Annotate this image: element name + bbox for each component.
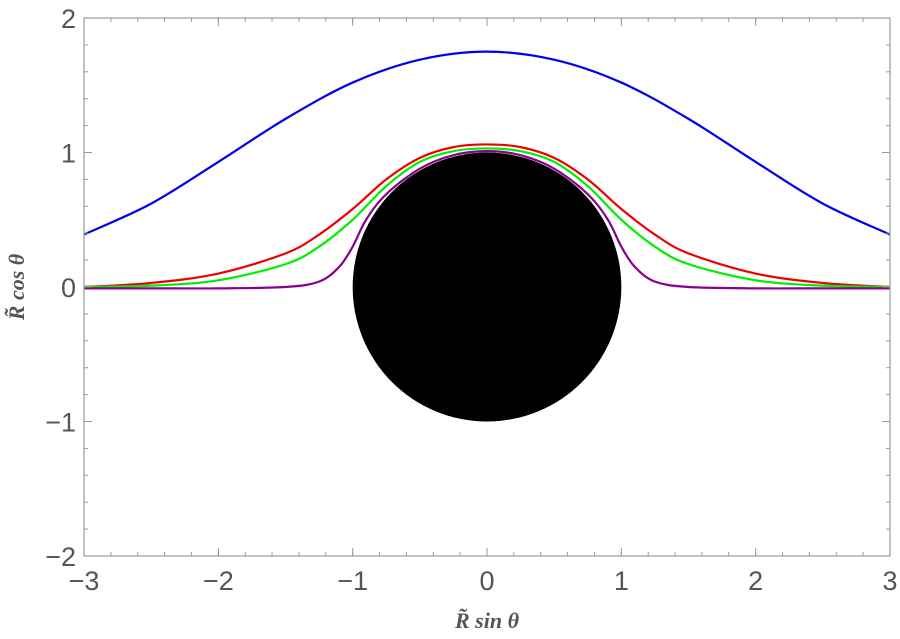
series-line-red xyxy=(84,143,890,289)
series-layer xyxy=(84,50,890,290)
y-tick-label: −2 xyxy=(45,542,76,572)
y-tick-label: −1 xyxy=(45,408,76,438)
y-tick-label: 0 xyxy=(61,273,76,303)
x-tick-label: −2 xyxy=(203,566,234,596)
series-line-green xyxy=(84,147,890,289)
x-tick-label: 1 xyxy=(614,566,629,596)
x-tick-label: −1 xyxy=(337,566,368,596)
disk-layer xyxy=(352,152,622,422)
y-tick-label: 2 xyxy=(61,4,76,34)
y-tick-label: 1 xyxy=(61,139,76,169)
black-disk xyxy=(352,152,622,422)
x-axis-title: R̃ sin θ xyxy=(454,608,520,633)
x-tick-label: 0 xyxy=(479,566,494,596)
x-tick-label: −3 xyxy=(69,566,100,596)
x-tick-label: 3 xyxy=(882,566,897,596)
series-line-purple xyxy=(84,150,890,290)
series-line-blue xyxy=(84,50,890,236)
y-axis-title: R̃ cos θ xyxy=(4,253,29,321)
y-tick-labels: −2 −1 0 1 2 xyxy=(45,4,76,572)
tick-marks xyxy=(83,17,891,557)
x-tick-labels: −3 −2 −1 0 1 2 3 xyxy=(69,566,898,596)
x-tick-label: 2 xyxy=(748,566,763,596)
